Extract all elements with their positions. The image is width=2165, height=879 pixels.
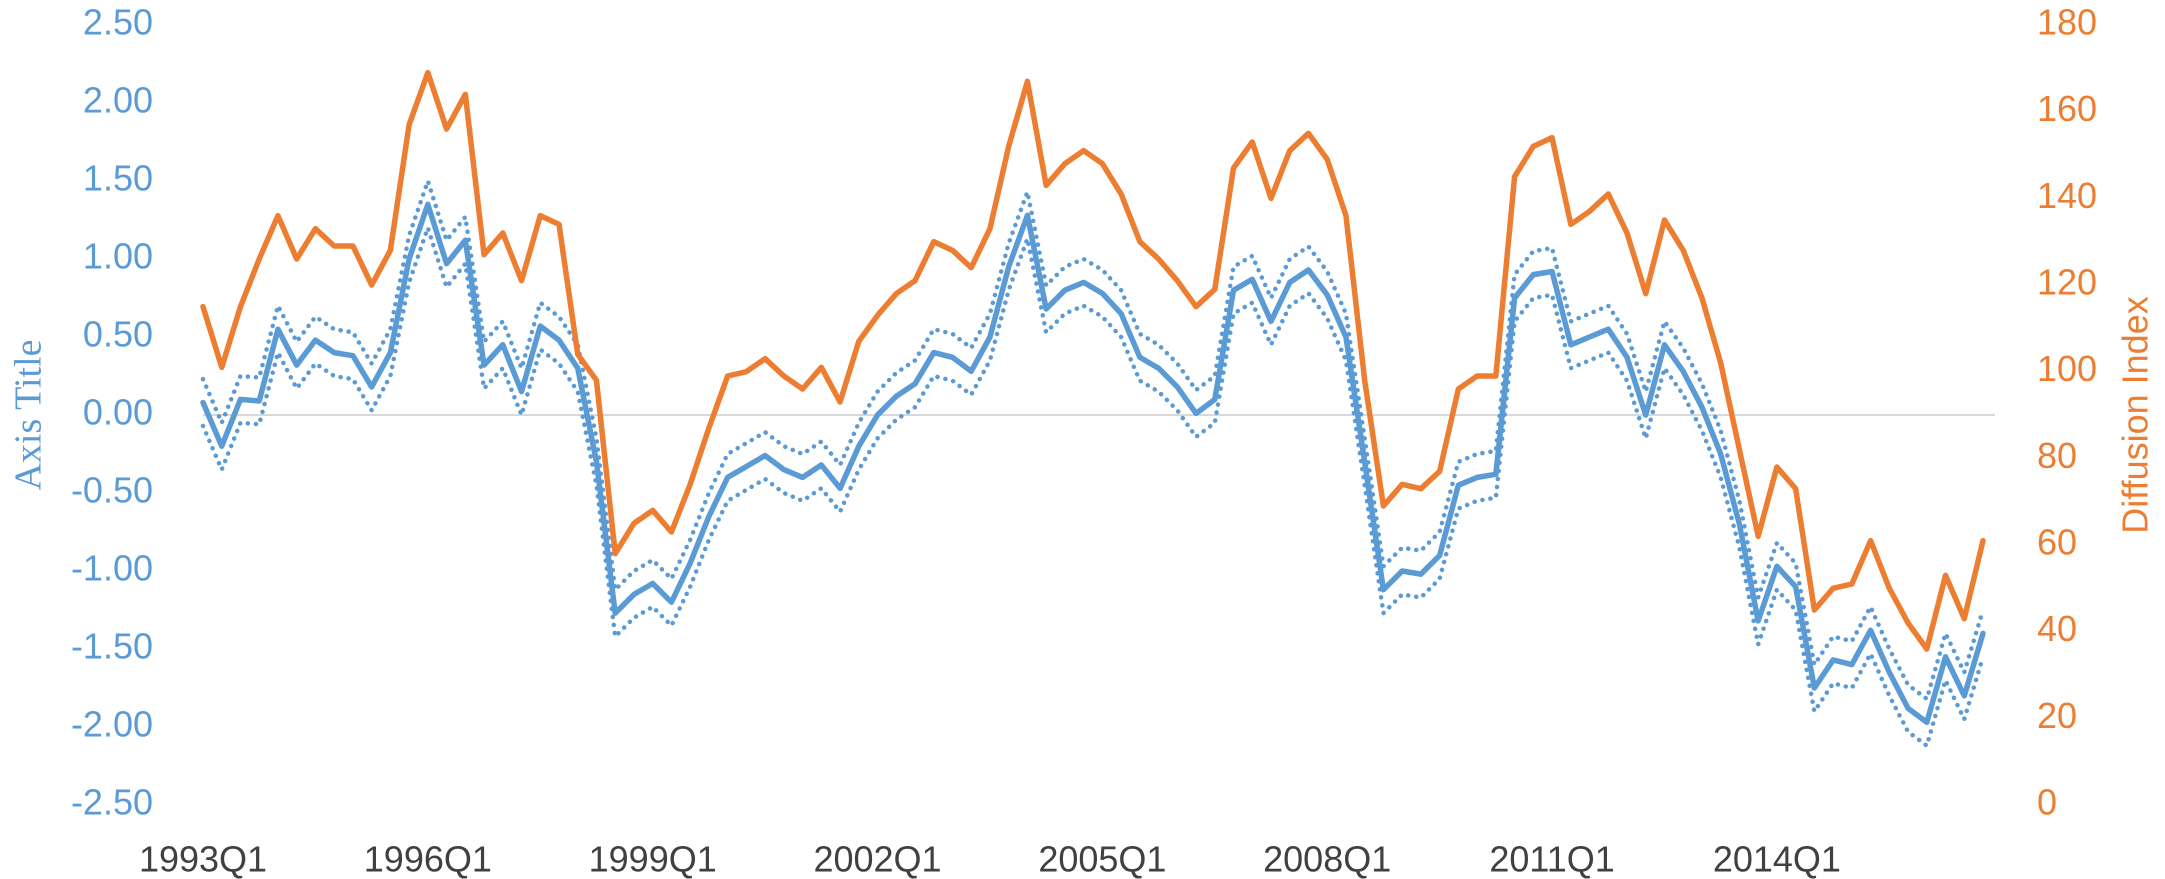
- series-line: [200, 201, 1986, 726]
- y-tick-label: -0.50: [71, 470, 153, 511]
- x-tick-label: 1996Q1: [364, 839, 492, 879]
- y-tick-label: -2.00: [71, 704, 153, 745]
- x-tick-label: 1993Q1: [139, 839, 267, 879]
- y-tick-label: 2.50: [83, 2, 153, 43]
- y2-tick-label: 100: [2037, 348, 2097, 389]
- y2-tick-label: 180: [2037, 2, 2097, 43]
- x-tick-label: 2014Q1: [1713, 839, 1841, 879]
- series-line: [200, 225, 1986, 748]
- y2-tick-label: 0: [2037, 782, 2057, 823]
- y2-tick-label: 160: [2037, 88, 2097, 129]
- y2-tick-label: 40: [2037, 608, 2077, 649]
- y-tick-label: 0.00: [83, 392, 153, 433]
- y-axis-title: Axis Title: [8, 339, 50, 490]
- x-tick-label: 2005Q1: [1038, 839, 1166, 879]
- x-tick-label: 1999Q1: [589, 839, 717, 879]
- y-tick-label: -2.50: [71, 782, 153, 823]
- y2-axis-title: Diffusion Index: [2115, 296, 2156, 533]
- y-tick-label: -1.50: [71, 626, 153, 667]
- series-line: [200, 69, 1986, 652]
- y2-tick-label: 60: [2037, 522, 2077, 563]
- y-tick-label: 2.00: [83, 80, 153, 121]
- y-tick-label: 1.50: [83, 158, 153, 199]
- y-tick-label: -1.00: [71, 548, 153, 589]
- y2-tick-label: 20: [2037, 695, 2077, 736]
- x-tick-label: 2002Q1: [813, 839, 941, 879]
- x-tick-label: 2008Q1: [1263, 839, 1391, 879]
- y2-tick-label: 140: [2037, 175, 2097, 216]
- y-tick-label: 0.50: [83, 314, 153, 355]
- y-tick-label: 1.00: [83, 236, 153, 277]
- x-tick-label: 2011Q1: [1489, 839, 1614, 879]
- y2-tick-label: 120: [2037, 262, 2097, 303]
- y2-tick-label: 80: [2037, 435, 2077, 476]
- series-line: [200, 178, 1986, 702]
